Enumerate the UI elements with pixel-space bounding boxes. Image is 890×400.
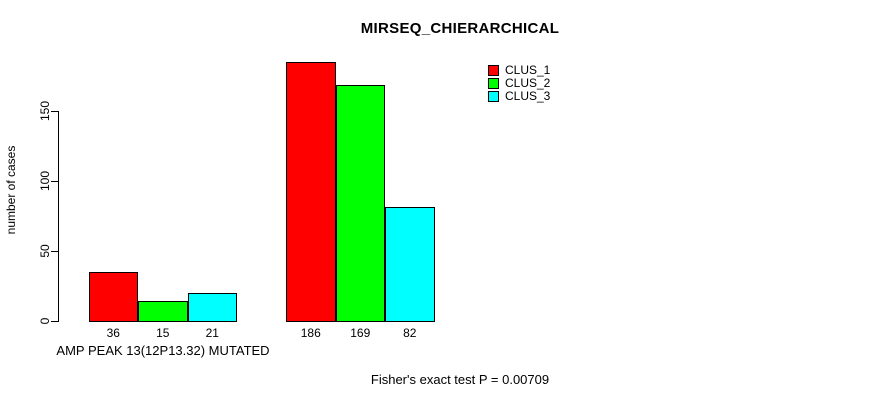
- bar-value-label: 36: [106, 326, 120, 340]
- legend-label: CLUS_2: [505, 76, 551, 90]
- legend-item-clus_1: CLUS_1: [488, 64, 550, 77]
- y-tick-mark: [51, 111, 58, 112]
- y-tick-mark: [51, 321, 58, 322]
- y-tick-mark: [51, 181, 58, 182]
- y-tick-label: 50: [38, 244, 52, 258]
- legend-label: CLUS_1: [505, 63, 551, 77]
- bar-value-label: 21: [205, 326, 219, 340]
- y-tick-label: 100: [38, 170, 52, 192]
- legend-label: CLUS_3: [505, 89, 551, 103]
- legend-swatch-icon: [488, 78, 499, 89]
- y-tick-label: 150: [38, 100, 52, 122]
- bar-clus_3-group1: [187, 293, 237, 322]
- bar-value-label: 82: [403, 326, 417, 340]
- bar-clus_2-group2: [335, 85, 385, 322]
- bar-value-label: 15: [156, 326, 170, 340]
- bar-value-label: 186: [300, 326, 321, 340]
- bar-clus_2-group1: [138, 301, 188, 322]
- y-tick-mark: [51, 251, 58, 252]
- y-axis-label: number of cases: [4, 145, 18, 235]
- x-group-label: AMP PEAK 13(12P13.32) MUTATED: [56, 343, 270, 358]
- legend: CLUS_1 CLUS_2 CLUS_3: [488, 64, 550, 103]
- bar-value-label: 169: [350, 326, 371, 340]
- bar-clus_1-group1: [88, 272, 138, 322]
- chart-title: MIRSEQ_CHIERARCHICAL: [360, 20, 560, 37]
- legend-item-clus_2: CLUS_2: [488, 77, 550, 90]
- y-axis-line: [58, 111, 59, 322]
- y-tick-label: 0: [38, 317, 52, 325]
- legend-item-clus_3: CLUS_3: [488, 90, 550, 103]
- legend-swatch-icon: [488, 91, 499, 102]
- fisher-test-annotation: Fisher's exact test P = 0.00709: [370, 372, 550, 387]
- bar-clus_3-group2: [385, 207, 435, 322]
- bar-clus_1-group2: [286, 62, 336, 322]
- legend-swatch-icon: [488, 65, 499, 76]
